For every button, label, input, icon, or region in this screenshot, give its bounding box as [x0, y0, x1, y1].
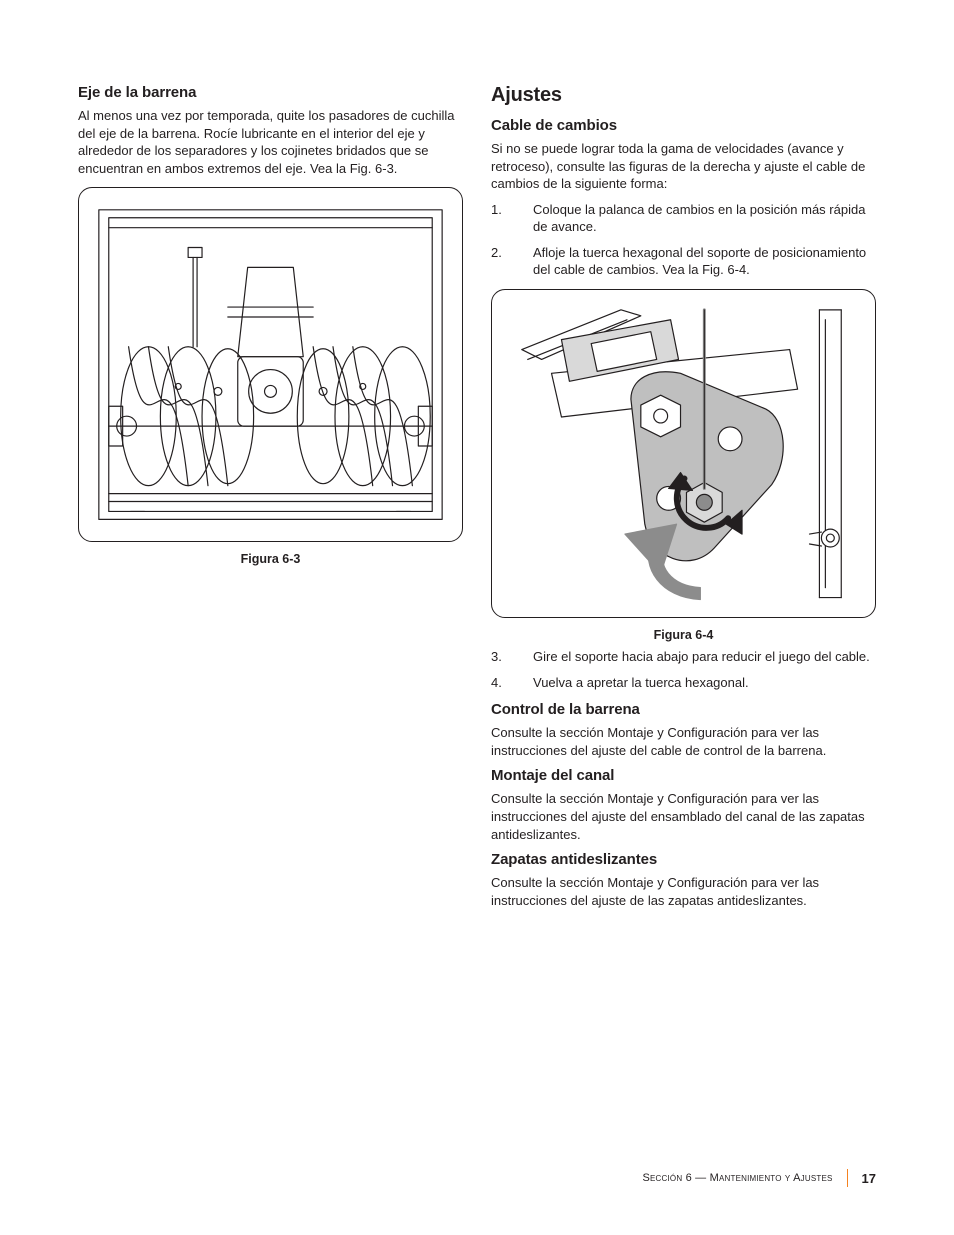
- page: Eje de la barrena Al menos una vez por t…: [0, 0, 954, 1235]
- figure-6-3-wrap: Figura 6-3: [78, 187, 463, 566]
- left-subheading: Eje de la barrena: [78, 84, 463, 101]
- control-barrena-para: Consulte la sección Montaje y Configurac…: [491, 724, 876, 759]
- list-item: Vuelva a apretar la tuerca hexagonal.: [491, 674, 876, 692]
- left-column: Eje de la barrena Al menos una vez por t…: [78, 84, 463, 917]
- auger-diagram-svg: [79, 188, 462, 541]
- list-item: Coloque la palanca de cambios en la posi…: [491, 201, 876, 236]
- shift-bracket-diagram-svg: [492, 290, 875, 617]
- montaje-canal-para: Consulte la sección Montaje y Configurac…: [491, 790, 876, 843]
- cable-cambios-list-a: Coloque la palanca de cambios en la posi…: [491, 201, 876, 279]
- footer-page-number: 17: [862, 1171, 876, 1186]
- figure-6-4-image: [491, 289, 876, 618]
- figure-6-3-caption: Figura 6-3: [78, 552, 463, 566]
- figure-6-4-wrap: Figura 6-4: [491, 289, 876, 642]
- cable-cambios-para: Si no se puede lograr toda la gama de ve…: [491, 140, 876, 193]
- page-footer: Sección 6 — Mantenimiento y Ajustes 17: [642, 1169, 876, 1187]
- figure-6-4-caption: Figura 6-4: [491, 628, 876, 642]
- right-column: Ajustes Cable de cambios Si no se puede …: [491, 84, 876, 917]
- left-paragraph: Al menos una vez por temporada, quite lo…: [78, 107, 463, 177]
- cable-cambios-list-b: Gire el soporte hacia abajo para reducir…: [491, 648, 876, 691]
- montaje-canal-heading: Montaje del canal: [491, 767, 876, 784]
- list-item: Gire el soporte hacia abajo para reducir…: [491, 648, 876, 666]
- ajustes-heading: Ajustes: [491, 84, 876, 107]
- cable-cambios-heading: Cable de cambios: [491, 117, 876, 134]
- list-item: Afloje la tuerca hexagonal del soporte d…: [491, 244, 876, 279]
- two-column-layout: Eje de la barrena Al menos una vez por t…: [78, 84, 876, 917]
- footer-section-label: Sección 6 — Mantenimiento y Ajustes: [642, 1172, 832, 1184]
- zapatas-heading: Zapatas antideslizantes: [491, 851, 876, 868]
- control-barrena-heading: Control de la barrena: [491, 701, 876, 718]
- footer-divider: [847, 1169, 848, 1187]
- figure-6-3-image: [78, 187, 463, 542]
- zapatas-para: Consulte la sección Montaje y Configurac…: [491, 874, 876, 909]
